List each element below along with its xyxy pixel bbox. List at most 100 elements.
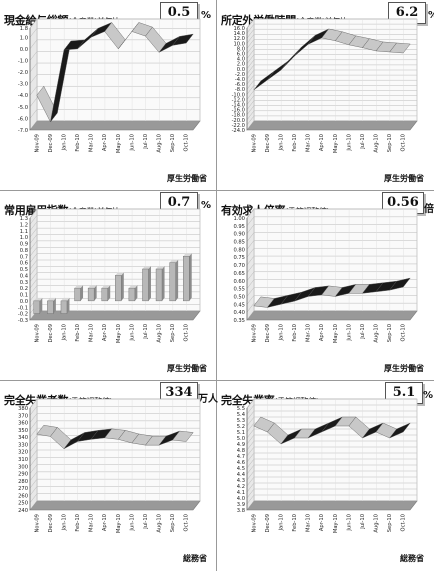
x-tick-label: Sep-10 [170,514,176,532]
chart-floor [29,310,201,321]
y-tick-label: -0.3 [18,318,28,324]
source-label: 厚生労働省 [384,364,424,373]
line-chart: 1.8 1.0 0.0 -1.0 -2.0 -3.0 -4.0 -5.0 -6.0 -7.0 Nov… [18,18,201,153]
bar [60,300,68,314]
x-tick-label: Apr-10 [319,134,325,151]
bar-top [115,272,124,276]
y-tick-label: 4.1 [237,490,245,496]
y-tick-label: 0.70 [233,263,245,269]
x-tick-label: Dec-09 [265,324,271,343]
y-tick-label: -12.0 [232,97,245,103]
y-tick-label: 260 [18,493,28,499]
x-tick-label: Nov-09 [251,134,257,152]
chart-panel-unemployed-count: 完全失業者数(季節調整値) 334 万人 3803703603503403303… [0,380,218,570]
x-tick-label: Mar-10 [89,514,95,532]
y-tick-label: 0.5 [20,267,28,273]
x-tick-label: Nov-09 [34,514,40,532]
y-tick-label: 0.95 [233,224,245,230]
x-tick-label: Jul-10 [360,324,366,340]
panel-divider-horizontal-2 [0,380,434,381]
x-tick-label: Feb-10 [292,134,298,152]
y-tick-label: 250 [18,501,28,507]
latest-value-box: 0.5 [160,2,198,24]
y-tick-label: 360 [18,421,28,427]
y-tick-label: -6.0 [235,82,245,88]
x-tick-label: Jul-10 [143,514,149,530]
y-tick-label: 12.0 [233,36,245,42]
y-tick-label: 16.0 [233,26,245,32]
x-tick-label: Jun-10 [129,134,135,152]
bar [47,300,54,314]
bar-top [101,285,111,289]
x-tick-label: Sep-10 [387,324,393,342]
y-tick-label: 5.4 [237,412,246,418]
bar-top [142,266,151,269]
y-tick-label: -10.0 [232,92,245,98]
x-tick-label: Aug-10 [157,134,163,153]
line-segment [389,42,411,54]
x-tick-label: Jan-10 [278,134,284,151]
bar-top [47,297,56,301]
bar-chart: 1.31.21.11.00.90.80.70.60.50.40.30.20.10… [18,208,201,343]
x-tick-label: Dec-09 [48,514,54,533]
y-tick-label: 4.3 [237,478,245,484]
y-tick-label: 0.8 [20,248,28,254]
y-tick-label: -4.0 [235,77,245,83]
bar-top [74,285,84,289]
x-tick-label: Jun-10 [129,514,135,532]
x-tick-label: May-10 [333,514,339,533]
x-tick-label: May-10 [116,324,122,343]
x-tick-label: Feb-10 [292,324,298,342]
x-tick-label: Oct-10 [401,134,407,151]
x-tick-label: Sep-10 [170,134,176,152]
x-tick-label: Mar-10 [89,324,95,342]
y-tick-label: 4.6 [237,460,245,466]
bar [74,287,81,302]
y-tick-label: 1.3 [20,216,28,222]
x-tick-label: Mar-10 [306,514,312,532]
x-tick-label: Oct-10 [184,324,190,341]
y-tick-label: 1.0 [20,35,28,41]
y-tick-label: 380 [18,406,28,412]
y-tick-label: 0.0 [20,47,28,53]
bar-top [156,266,165,269]
y-tick-label: 0.60 [233,279,245,285]
y-tick-label: 0.6 [20,261,28,267]
y-tick-label: -18.0 [232,113,245,119]
bar-side [148,266,151,301]
x-tick-label: Jan-10 [61,324,67,341]
x-tick-label: Dec-09 [48,134,54,153]
chart-panel-overtime-hours: 所定外労働時間(全産業)前年比 6.2 % 16.014.012.010.08.… [217,0,434,190]
x-tick-label: May-10 [116,514,122,533]
x-tick-label: Oct-10 [184,134,190,151]
y-tick-label: 0.90 [233,232,245,238]
y-tick-label: 0.1 [20,293,28,299]
y-tick-label: 350 [18,428,28,434]
bar-top [33,297,43,301]
y-tick-label: 0.40 [233,310,245,316]
y-tick-label: 1.1 [20,229,28,235]
y-tick-label: 0.50 [233,294,245,300]
line-chart: 5.55.45.35.25.15.04.94.84.74.64.54.44.34… [237,398,418,533]
x-tick-label: May-10 [116,134,122,153]
bar-top [88,285,97,289]
y-tick-label: 6.0 [237,52,245,58]
x-tick-label: Sep-10 [170,324,176,342]
y-tick-label: -0.1 [18,305,28,311]
source-label: 厚生労働省 [384,174,424,183]
x-tick-label: Jul-10 [360,134,366,150]
x-tick-label: Feb-10 [75,134,81,152]
y-tick-label: 1.2 [20,222,28,228]
unit-label: % [201,10,212,21]
bar [115,275,122,302]
chart-panel-unemployment-rate: 完全失業率(季節調整値) 5.1 % 5.55.45.35.25.15.04.9… [217,380,434,570]
latest-value-box: 5.1 [385,382,423,404]
x-tick-label: Feb-10 [292,514,298,532]
y-tick-label: -1.0 [18,58,28,64]
y-tick-label: 0.3 [20,280,28,286]
unit-label: 倍 [424,204,434,215]
bar-top [60,297,70,301]
y-tick-label: -3.0 [18,82,28,88]
x-tick-label: Apr-10 [102,324,108,341]
